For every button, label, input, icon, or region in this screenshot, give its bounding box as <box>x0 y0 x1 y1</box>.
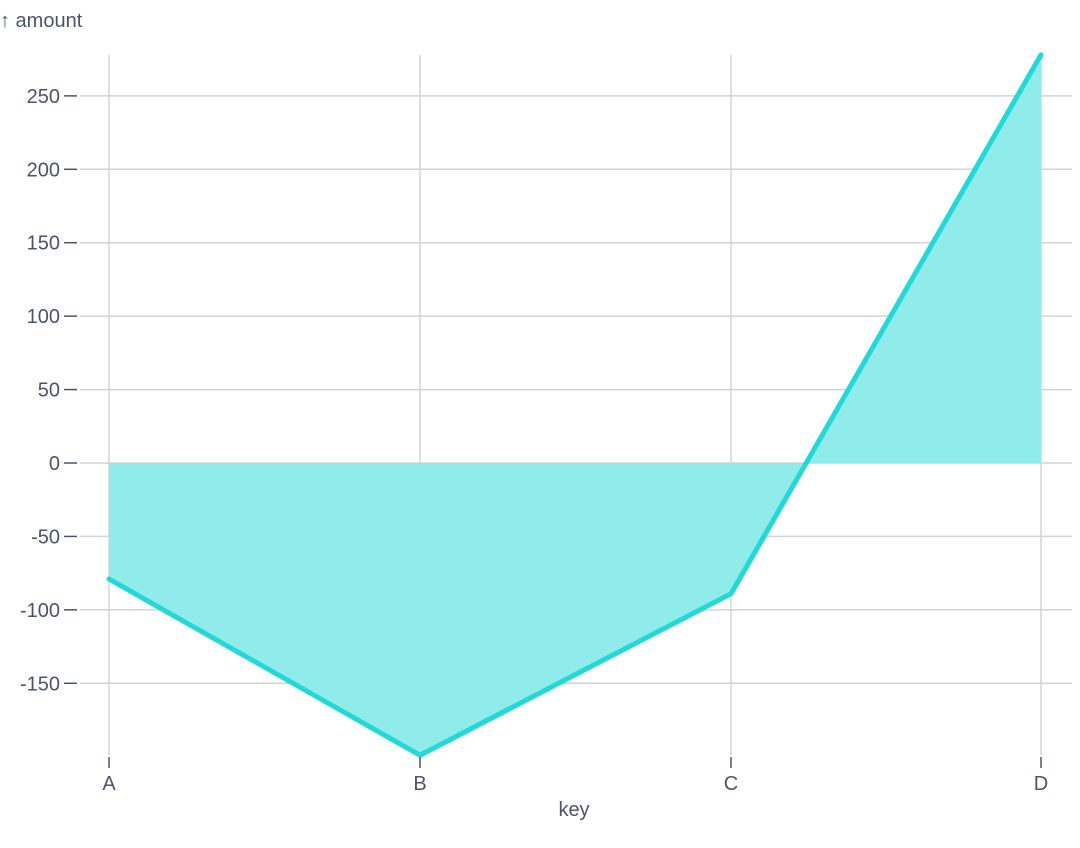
x-tick-label: A <box>102 773 116 795</box>
y-tick-label: 100 <box>27 306 60 328</box>
area-series <box>106 52 1044 758</box>
x-axis-title: key <box>558 799 589 821</box>
y-tick-label: 250 <box>27 86 60 108</box>
y-tick-label: 50 <box>38 380 60 402</box>
axes: 250 200 150 100 50 0 -50 -100 -150 A B C D <box>20 86 1048 795</box>
y-axis-title: ↑ amount <box>0 10 83 32</box>
y-tick-label: 0 <box>49 453 60 475</box>
x-tick-label: B <box>413 773 426 795</box>
x-tick-label: C <box>724 773 738 795</box>
y-tick-label: -100 <box>20 600 60 622</box>
y-tick-label: 200 <box>27 159 60 181</box>
x-tick-label: D <box>1034 773 1048 795</box>
y-tick-label: 150 <box>27 233 60 255</box>
y-tick-label: -150 <box>20 673 60 695</box>
area-fill <box>109 54 1041 756</box>
series-line <box>106 52 1044 758</box>
y-tick-label: -50 <box>31 526 60 548</box>
